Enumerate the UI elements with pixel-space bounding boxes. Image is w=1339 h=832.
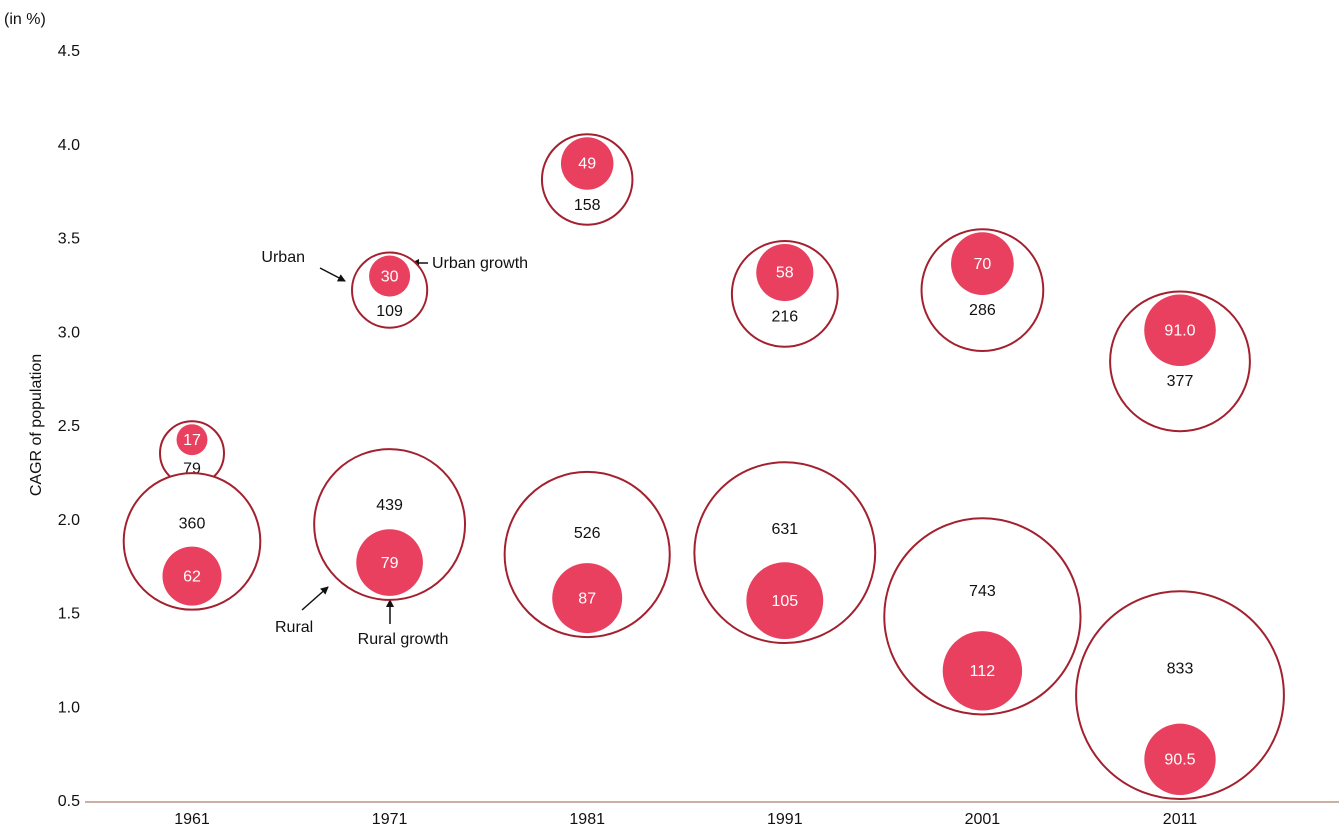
- growth-label: 62: [183, 568, 201, 585]
- size-label: 526: [574, 525, 601, 542]
- y-tick-label: 4.0: [58, 137, 80, 154]
- x-tick-label: 1961: [174, 811, 210, 828]
- bubble: [313, 448, 467, 601]
- bubble: [883, 517, 1082, 716]
- annotation: Rural growth: [358, 631, 449, 648]
- growth-label: 79: [381, 555, 399, 572]
- y-tick-label: 1.5: [58, 606, 80, 623]
- y-tick-label: 3.5: [58, 231, 80, 248]
- size-label: 833: [1167, 660, 1194, 677]
- growth-label: 105: [771, 593, 798, 610]
- x-tick-label: 1971: [372, 811, 408, 828]
- growth-bubble: [951, 232, 1014, 295]
- growth-bubble: [369, 255, 411, 297]
- bubble: [693, 461, 877, 645]
- size-label: 631: [771, 521, 798, 538]
- x-tick-label: 2001: [965, 811, 1001, 828]
- y-tick-label: 3.0: [58, 324, 80, 341]
- annotations: Urban Urban growth Rural Rural growth: [261, 249, 528, 648]
- growth-label: 90.5: [1164, 752, 1195, 769]
- growth-label: 112: [970, 663, 996, 680]
- growth-label: 70: [974, 256, 992, 273]
- size-label: 439: [376, 497, 403, 514]
- growth-label: 58: [776, 265, 794, 282]
- unit-label: (in %): [4, 11, 46, 28]
- y-tick-label: 1.0: [58, 699, 80, 716]
- size-label: 158: [574, 197, 601, 214]
- growth-bubble: [356, 529, 423, 596]
- y-tick-label: 0.5: [58, 793, 80, 810]
- size-label: 286: [969, 302, 996, 319]
- annotation: Urban growth: [432, 255, 528, 272]
- bubble: [122, 472, 262, 611]
- y-axis-title: CAGR of population: [28, 354, 45, 496]
- size-label: 216: [771, 308, 798, 325]
- bubble: [503, 470, 671, 639]
- arrow: [319, 267, 346, 282]
- size-label: 109: [376, 303, 403, 320]
- y-tick-label: 2.0: [58, 512, 80, 529]
- size-label: 360: [179, 516, 206, 533]
- y-tick-label: 4.5: [58, 43, 80, 60]
- growth-bubble: [162, 546, 222, 606]
- y-tick-label: 2.5: [58, 418, 80, 435]
- growth-label: 91.0: [1164, 322, 1195, 339]
- growth-label: 30: [381, 268, 399, 285]
- growth-bubble: [176, 424, 208, 456]
- bubble: [1075, 590, 1285, 801]
- arrow: [301, 586, 329, 611]
- growth-bubble: [746, 562, 824, 640]
- growth-label: 17: [183, 432, 201, 449]
- growth-bubble: [1144, 294, 1216, 367]
- x-tick-label: 1991: [767, 811, 803, 828]
- size-label: 743: [969, 583, 996, 600]
- annotation: Rural: [275, 619, 313, 636]
- x-tick-label: 2011: [1163, 811, 1198, 828]
- growth-label: 87: [578, 590, 596, 607]
- size-label: 377: [1167, 373, 1194, 390]
- annotation: Urban: [261, 249, 305, 266]
- x-tick-label: 1981: [569, 811, 605, 828]
- growth-bubble: [560, 137, 614, 190]
- growth-bubble: [1144, 723, 1216, 796]
- growth-bubble: [942, 631, 1023, 711]
- growth-label: 49: [578, 156, 596, 173]
- growth-bubble: [756, 243, 814, 302]
- growth-bubble: [552, 563, 623, 634]
